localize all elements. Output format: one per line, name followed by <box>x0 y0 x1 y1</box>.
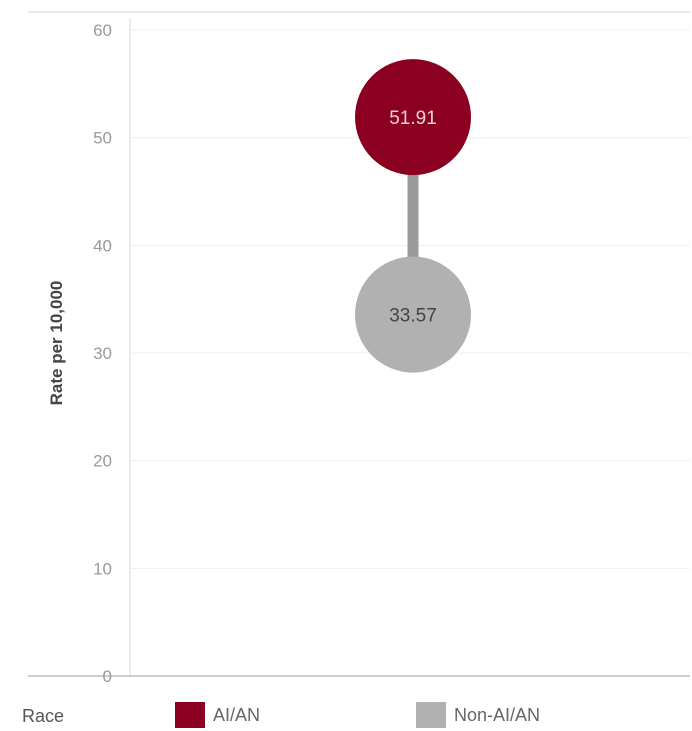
dumbbell-chart: 0 10 20 30 40 50 60 Rate per 10,000 51.91 33.57 <box>28 11 690 686</box>
y-tick-label: 40 <box>93 236 112 255</box>
y-tick-label: 50 <box>93 129 112 148</box>
point-ai-an[interactable] <box>355 59 471 176</box>
data-label-non-ai-an: 33.57 <box>389 306 437 327</box>
gridlines <box>28 11 690 569</box>
y-tick-label: 30 <box>93 344 112 363</box>
data-label-ai-an: 51.91 <box>389 108 437 129</box>
y-tick-labels: 0 10 20 30 40 50 60 <box>93 21 112 686</box>
y-tick-label: 60 <box>93 21 112 40</box>
y-tick-label: 0 <box>103 667 112 686</box>
legend-swatch-ai-an <box>175 702 205 728</box>
legend: Race AI/AN Non-AI/AN <box>0 690 692 731</box>
legend-swatch-non-ai-an <box>416 702 446 728</box>
legend-label-non-ai-an: Non-AI/AN <box>454 704 541 725</box>
legend-label-ai-an: AI/AN <box>213 704 261 725</box>
legend-item-non-ai-an[interactable]: Non-AI/AN <box>416 702 540 728</box>
point-non-ai-an[interactable] <box>355 256 471 373</box>
y-tick-label: 10 <box>93 559 112 578</box>
legend-item-ai-an[interactable]: AI/AN <box>175 702 260 728</box>
y-axis-title: Rate per 10,000 <box>47 281 66 406</box>
data-marks: 51.91 33.57 <box>355 59 471 373</box>
y-tick-label: 20 <box>93 452 112 471</box>
legend-title: Race <box>22 706 65 726</box>
